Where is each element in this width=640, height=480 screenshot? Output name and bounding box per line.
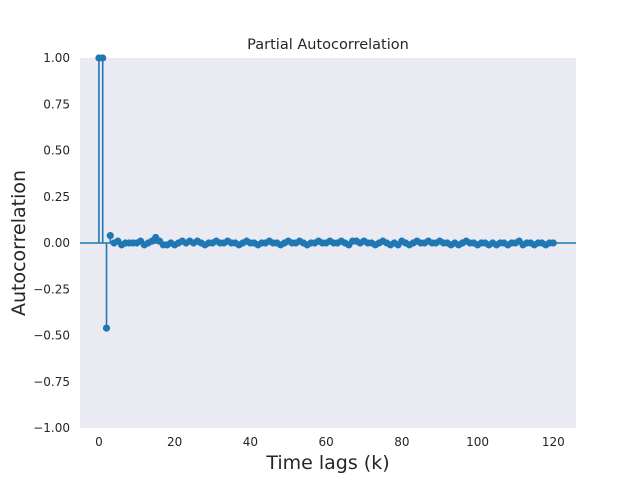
y-tick-label: 0.25 bbox=[43, 190, 70, 204]
y-tick-label: 0.75 bbox=[43, 97, 70, 111]
markers bbox=[95, 54, 557, 332]
chart-title: Partial Autocorrelation bbox=[247, 37, 409, 53]
x-axis-label: Time lags (k) bbox=[265, 452, 389, 474]
x-tick-label: 60 bbox=[318, 435, 333, 449]
y-tick-label: 1.00 bbox=[43, 51, 70, 65]
data-point bbox=[106, 232, 114, 240]
x-tick-labels: 0 20 40 60 80 100 120 bbox=[95, 435, 565, 449]
data-point bbox=[99, 54, 107, 62]
x-tick-label: 0 bbox=[95, 435, 103, 449]
data-point bbox=[102, 324, 111, 332]
x-tick-label: 80 bbox=[394, 435, 409, 449]
x-tick-label: 40 bbox=[243, 435, 258, 449]
x-tick-label: 20 bbox=[167, 435, 182, 449]
y-tick-label: −1.00 bbox=[33, 421, 70, 435]
y-tick-label: −0.50 bbox=[33, 329, 70, 343]
y-axis-label: Autocorrelation bbox=[8, 170, 30, 316]
data-point bbox=[549, 239, 557, 247]
y-tick-label: −0.25 bbox=[33, 282, 70, 296]
y-tick-label: −0.75 bbox=[33, 375, 70, 389]
y-tick-label: 0.00 bbox=[43, 236, 70, 250]
y-tick-labels: −1.00 −0.75 −0.50 −0.25 0.00 0.25 0.50 0.75 1.00 bbox=[33, 51, 70, 435]
x-tick-label: 120 bbox=[542, 435, 565, 449]
y-tick-label: 0.50 bbox=[43, 144, 70, 158]
x-tick-label: 100 bbox=[466, 435, 489, 449]
